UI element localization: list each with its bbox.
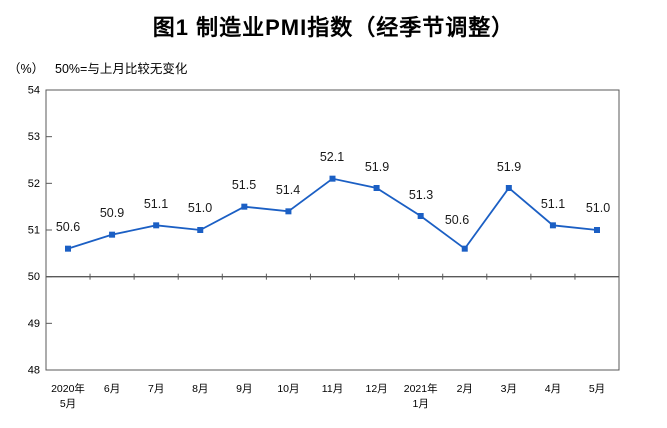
svg-text:52.1: 52.1 [320,150,344,164]
svg-text:1月: 1月 [412,398,428,410]
svg-text:51.0: 51.0 [586,201,610,215]
svg-text:51.9: 51.9 [497,160,521,174]
svg-text:3月: 3月 [501,383,517,395]
svg-text:7月: 7月 [148,383,164,395]
svg-text:51.9: 51.9 [365,160,389,174]
svg-text:51.3: 51.3 [409,188,433,202]
svg-text:2021年: 2021年 [404,382,438,395]
svg-text:51: 51 [28,225,40,237]
svg-text:6月: 6月 [104,383,120,395]
svg-text:10月: 10月 [277,383,299,395]
svg-text:50.6: 50.6 [56,220,80,234]
svg-text:12月: 12月 [365,383,387,395]
svg-text:51.0: 51.0 [188,201,212,215]
svg-text:5月: 5月 [60,398,76,410]
svg-text:52: 52 [28,178,40,190]
svg-text:5月: 5月 [589,383,605,395]
svg-text:51.1: 51.1 [541,197,565,211]
svg-text:51.5: 51.5 [232,178,256,192]
svg-text:2020年: 2020年 [51,382,85,395]
svg-text:4月: 4月 [545,383,561,395]
svg-text:2月: 2月 [457,383,473,395]
svg-text:51.4: 51.4 [276,183,300,197]
svg-text:50.6: 50.6 [445,213,469,227]
svg-text:49: 49 [28,318,40,330]
svg-text:11月: 11月 [322,383,343,395]
svg-text:54: 54 [28,85,40,97]
svg-text:9月: 9月 [236,383,252,395]
svg-text:51.1: 51.1 [144,197,168,211]
svg-text:53: 53 [28,131,40,143]
svg-text:48: 48 [28,365,40,377]
svg-text:8月: 8月 [192,383,208,395]
svg-text:50: 50 [28,271,40,283]
svg-text:50.9: 50.9 [100,206,124,220]
